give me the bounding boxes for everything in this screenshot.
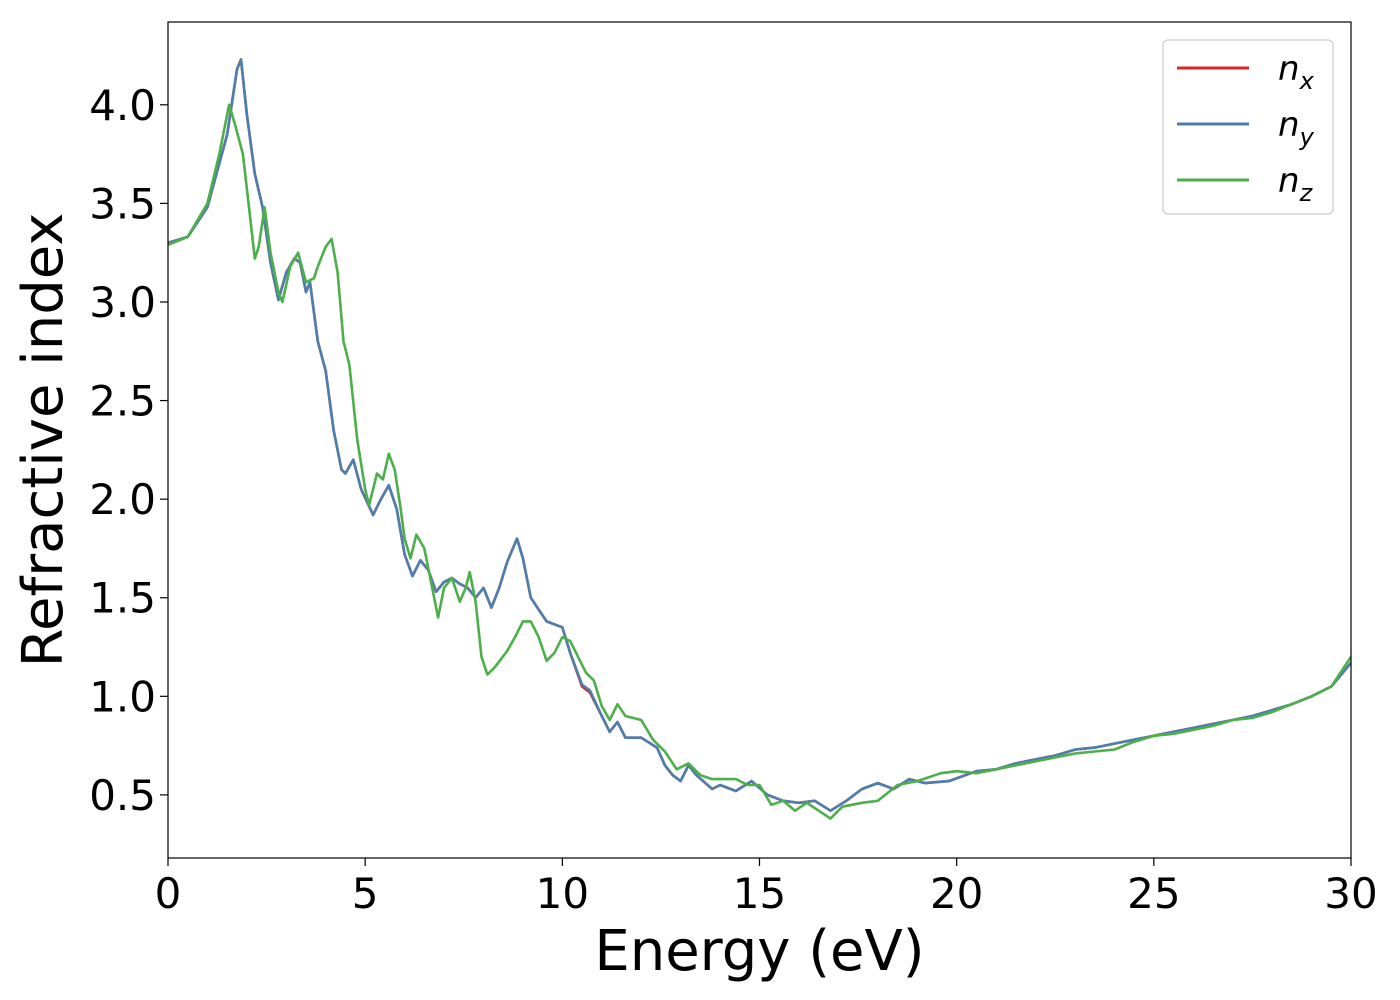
y-tick-label: 1.5 — [89, 574, 156, 623]
x-tick-label: 25 — [1127, 869, 1180, 918]
y-tick-label: 1.0 — [89, 672, 156, 721]
legend-label-y: ny — [1278, 105, 1315, 151]
x-tick-label: 10 — [536, 869, 589, 918]
legend-frame — [1162, 39, 1334, 215]
y-tick-label: 3.5 — [89, 179, 156, 228]
series-line-z — [168, 103, 1351, 820]
x-tick-label: 15 — [733, 869, 786, 918]
x-tick-label: 30 — [1324, 869, 1377, 918]
x-tick-label: 0 — [155, 869, 182, 918]
y-tick-label: 2.0 — [89, 475, 156, 524]
plot-area — [168, 22, 1351, 858]
series-line-y — [168, 58, 1351, 812]
y-tick-label: 2.5 — [89, 377, 156, 426]
series-layer — [168, 58, 1351, 820]
y-axis: 0.5 1.0 1.5 2.0 2.5 3.0 3.5 4.0 — [89, 81, 168, 820]
y-tick-label: 4.0 — [89, 81, 156, 130]
x-axis: 0 5 10 15 20 25 30 — [155, 858, 1378, 918]
x-axis-label: Energy (eV) — [594, 919, 924, 984]
y-tick-label: 0.5 — [89, 771, 156, 820]
y-tick-label: 3.0 — [89, 278, 156, 327]
y-axis-label: Refractive index — [11, 213, 76, 668]
x-tick-label: 20 — [930, 869, 983, 918]
x-tick-label: 5 — [352, 869, 379, 918]
